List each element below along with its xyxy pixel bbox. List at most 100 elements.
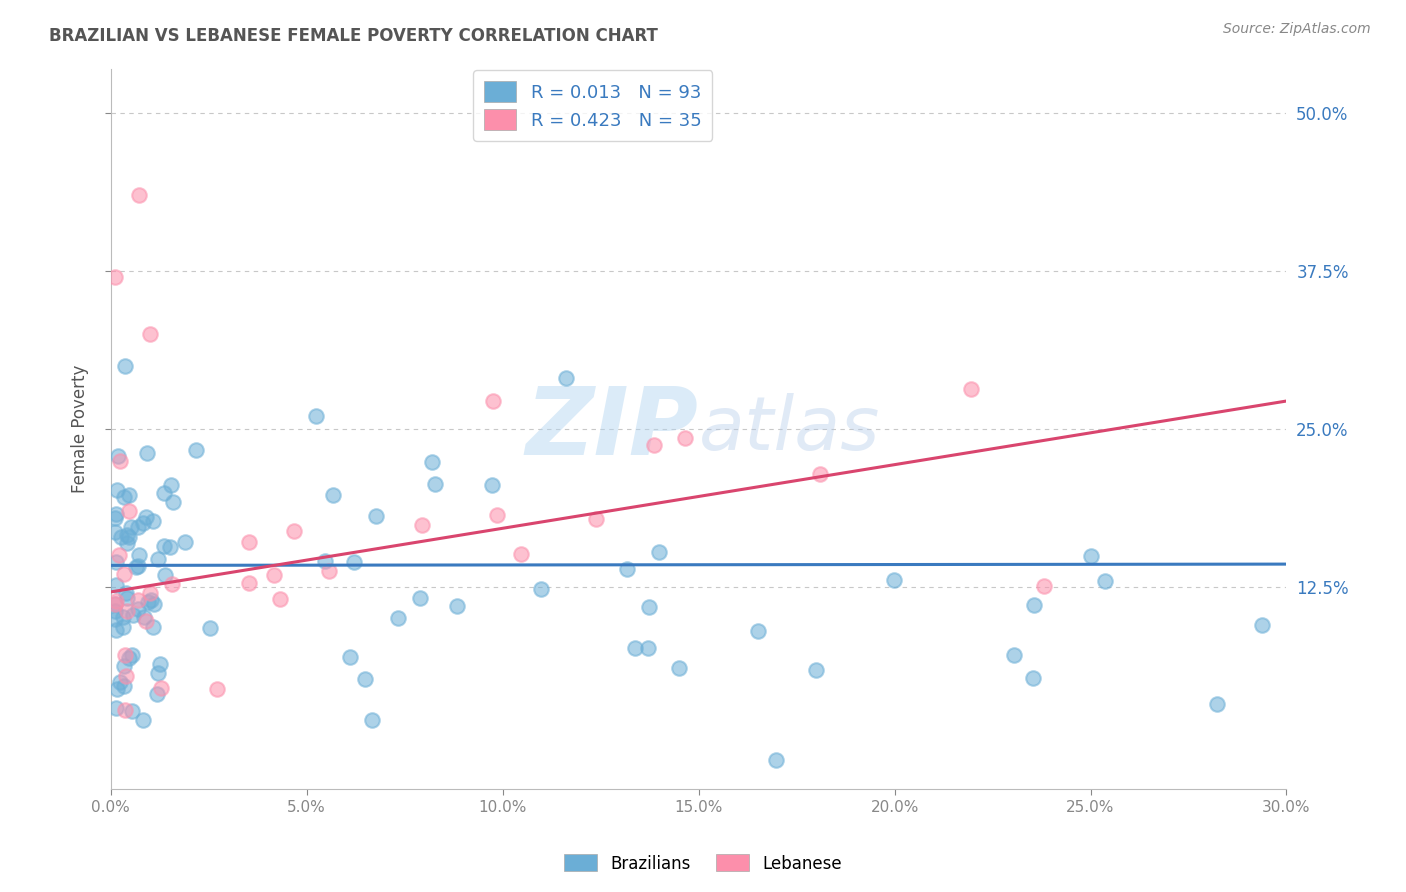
Point [114, 359, 136, 373]
Point [148, 551, 170, 566]
Point [104, 597, 127, 611]
Point [115, 528, 138, 542]
Point [411, 517, 433, 532]
Point [638, 600, 661, 615]
Point [149, 657, 172, 672]
Point [322, 488, 344, 502]
Point [115, 669, 138, 683]
Point [121, 704, 143, 718]
Point [160, 477, 183, 491]
Point [238, 575, 260, 590]
Point [104, 612, 127, 626]
Point [1033, 579, 1056, 593]
Point [127, 602, 149, 616]
Point [114, 703, 136, 717]
Point [105, 594, 128, 608]
Point [114, 648, 136, 663]
Legend: R = 0.013   N = 93, R = 0.423   N = 35: R = 0.013 N = 93, R = 0.423 N = 35 [474, 70, 713, 141]
Point [105, 483, 128, 498]
Point [808, 467, 831, 481]
Point [104, 604, 127, 618]
Point [104, 510, 127, 524]
Point [423, 476, 446, 491]
Point [111, 610, 134, 624]
Point [530, 582, 553, 596]
Point [162, 495, 184, 509]
Point [1206, 697, 1229, 711]
Point [105, 507, 128, 521]
Point [585, 512, 607, 526]
Point [361, 713, 384, 727]
Point [128, 549, 150, 563]
Point [353, 672, 375, 686]
Point [136, 595, 159, 609]
Point [104, 624, 127, 638]
Point [173, 534, 195, 549]
Point [153, 568, 176, 582]
Point [482, 393, 505, 408]
Point [1022, 671, 1045, 685]
Point [648, 544, 671, 558]
Point [673, 431, 696, 445]
Point [283, 524, 305, 539]
Point [107, 548, 129, 562]
Point [110, 454, 132, 468]
Point [110, 530, 132, 544]
Point [420, 455, 443, 469]
Point [104, 555, 127, 569]
Point [112, 679, 135, 693]
Point [481, 478, 503, 492]
Point [141, 593, 163, 607]
Point [128, 188, 150, 202]
Point [127, 558, 149, 573]
Point [115, 536, 138, 550]
Point [883, 573, 905, 587]
Text: BRAZILIAN VS LEBANESE FEMALE POVERTY CORRELATION CHART: BRAZILIAN VS LEBANESE FEMALE POVERTY COR… [49, 27, 658, 45]
Point [1080, 549, 1102, 563]
Point [1251, 618, 1274, 632]
Point [135, 446, 157, 460]
Text: Source: ZipAtlas.com: Source: ZipAtlas.com [1223, 22, 1371, 37]
Point [343, 555, 366, 569]
Point [1094, 574, 1116, 588]
Point [269, 591, 291, 606]
Point [114, 586, 136, 600]
Point [668, 661, 690, 675]
Point [1022, 598, 1045, 612]
Point [112, 490, 135, 504]
Point [108, 674, 131, 689]
Point [146, 687, 169, 701]
Y-axis label: Female Poverty: Female Poverty [72, 365, 89, 493]
Point [152, 539, 174, 553]
Point [121, 648, 143, 662]
Point [104, 577, 127, 591]
Point [104, 701, 127, 715]
Point [159, 540, 181, 554]
Point [555, 371, 578, 385]
Point [105, 682, 128, 697]
Point [115, 604, 138, 618]
Point [117, 504, 139, 518]
Point [115, 591, 138, 606]
Point [117, 530, 139, 544]
Point [616, 562, 638, 576]
Point [318, 564, 340, 578]
Point [132, 516, 155, 530]
Point [314, 554, 336, 568]
Text: ZIP: ZIP [526, 383, 699, 475]
Point [305, 409, 328, 423]
Point [510, 547, 533, 561]
Point [485, 508, 508, 523]
Point [127, 593, 149, 607]
Point [804, 663, 827, 677]
Point [364, 508, 387, 523]
Point [150, 681, 173, 695]
Point [387, 611, 409, 625]
Point [263, 568, 285, 582]
Point [125, 560, 148, 574]
Point [127, 520, 149, 534]
Point [238, 535, 260, 549]
Point [205, 682, 228, 697]
Point [121, 608, 143, 623]
Point [339, 649, 361, 664]
